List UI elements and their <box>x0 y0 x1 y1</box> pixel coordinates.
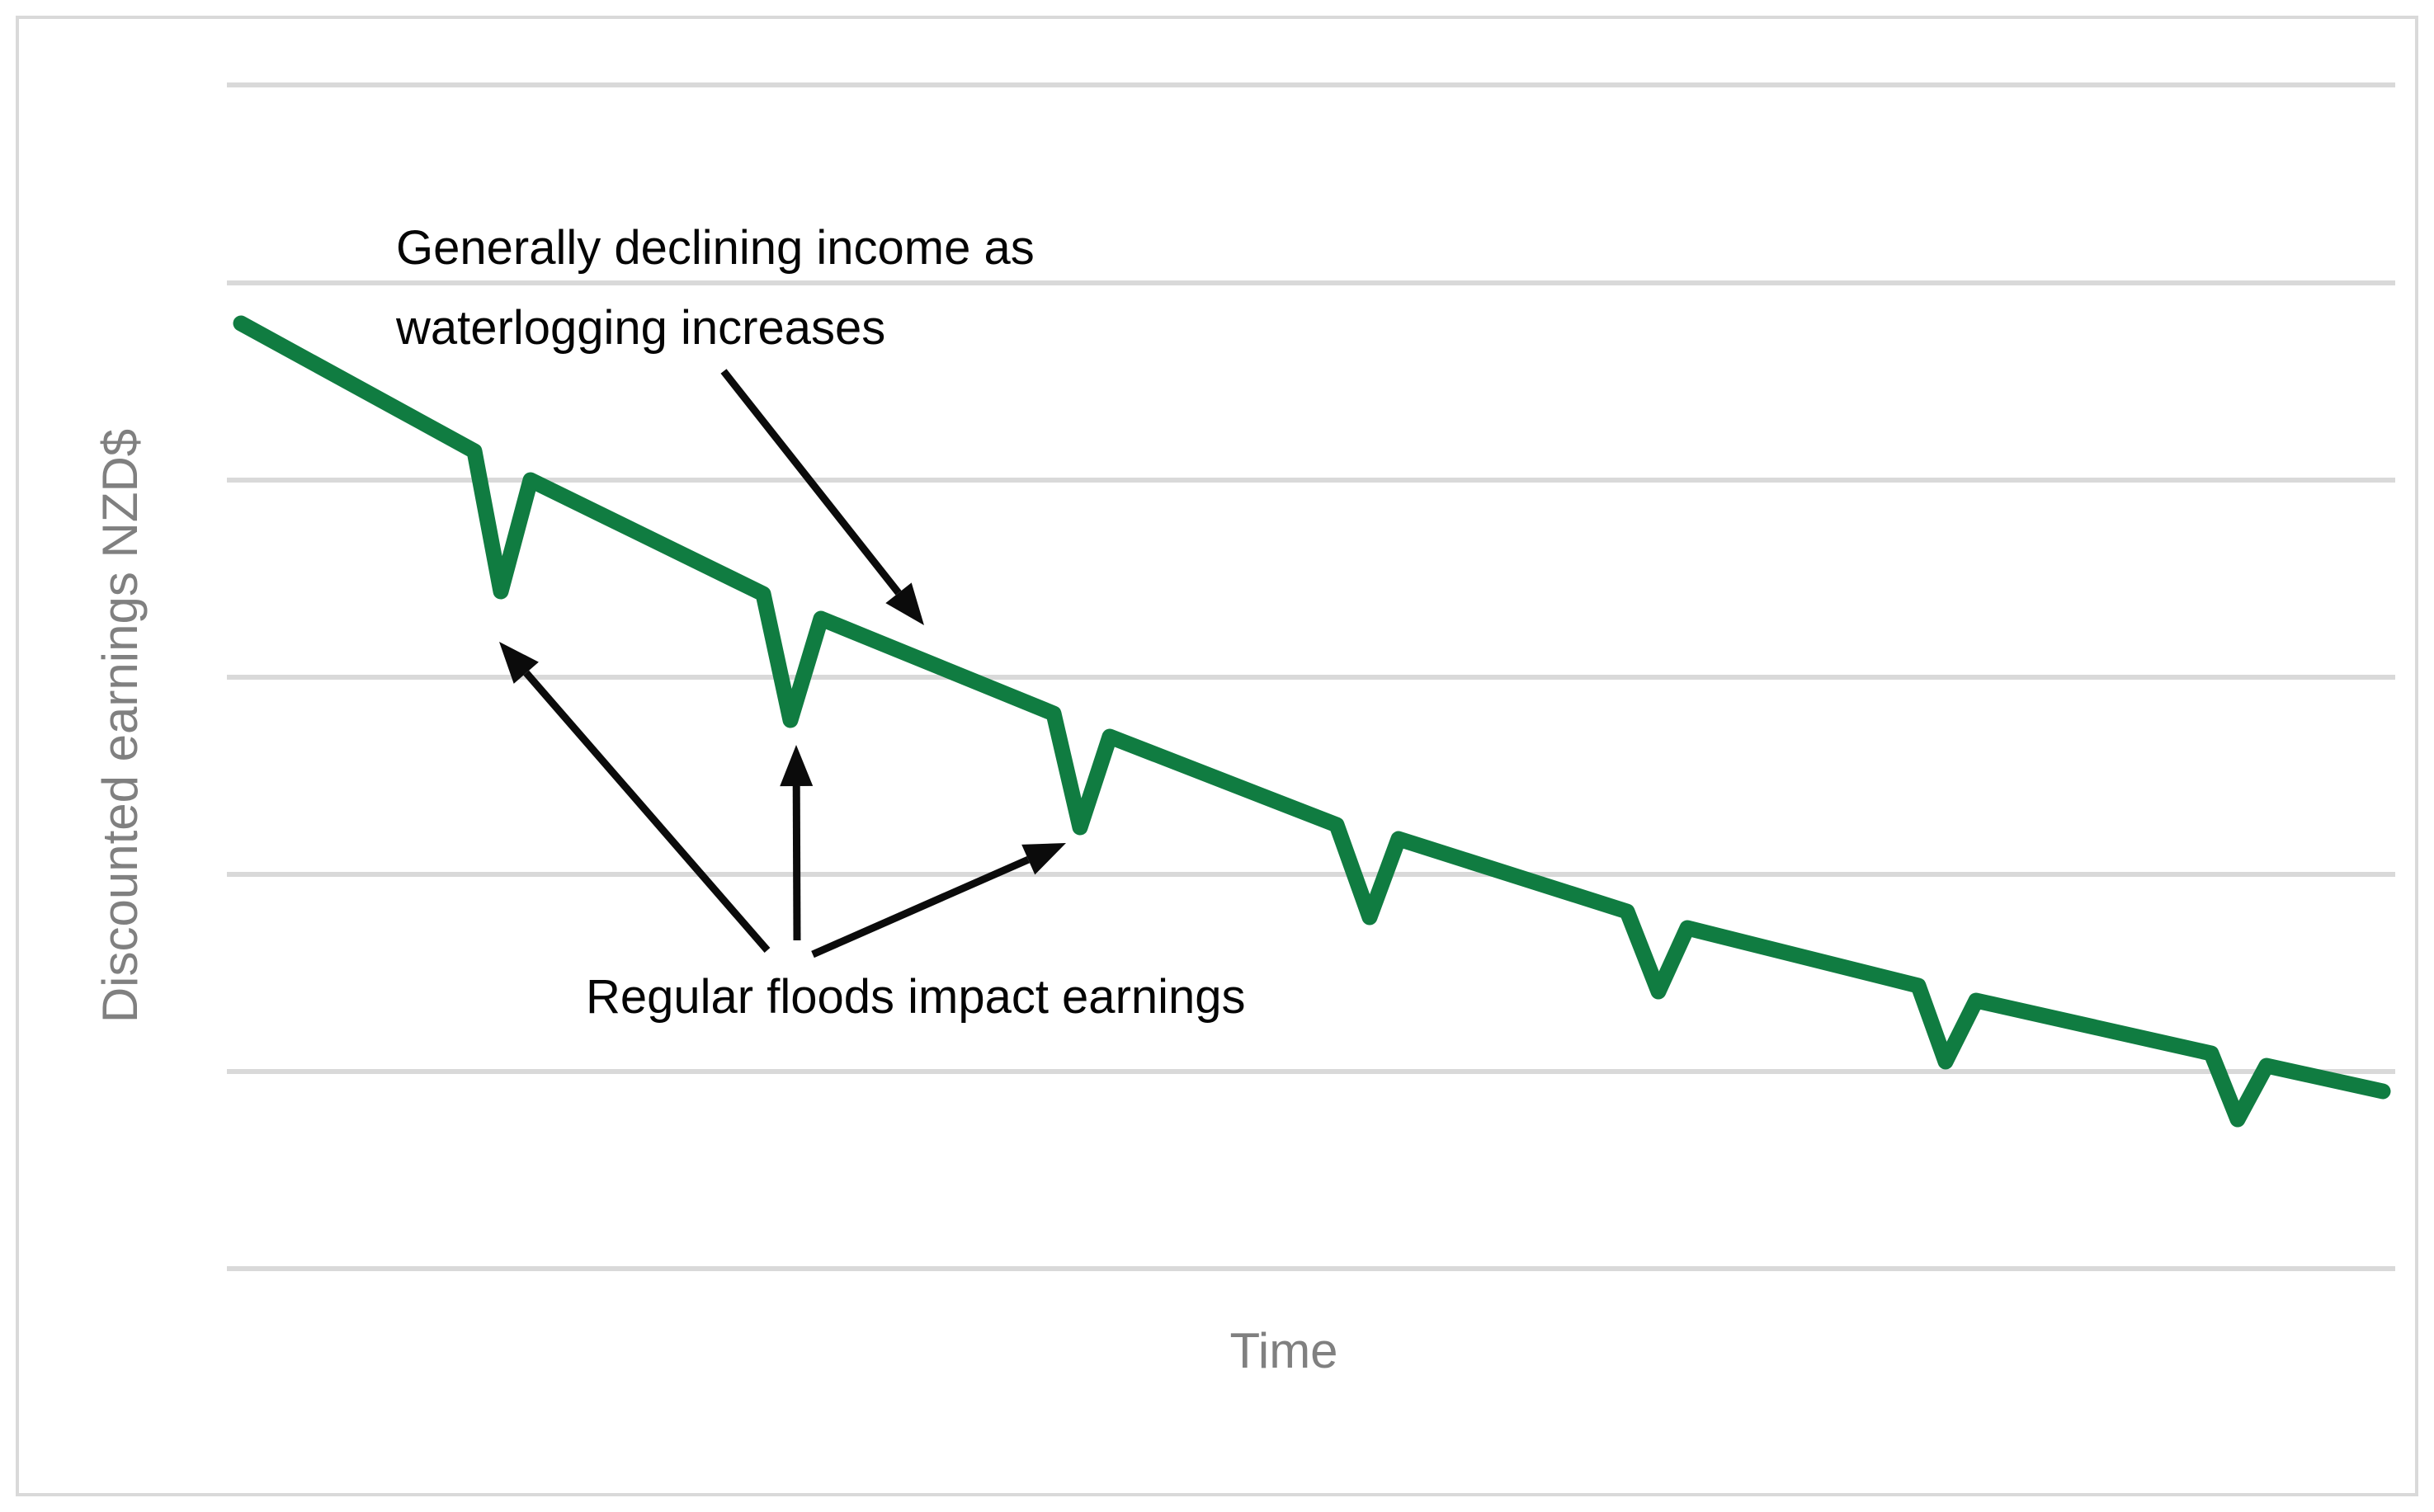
annotation-floods: Regular floods impact earnings <box>586 970 1246 1024</box>
annotation-arrow-head <box>780 745 814 787</box>
annotation-arrow-shaft <box>811 856 1031 959</box>
annotation-arrow-shaft <box>792 785 801 941</box>
annotation-arrow-shaft <box>523 670 771 953</box>
annotation-declining-line2: waterlogging increases <box>395 301 885 355</box>
annotation-arrow-head <box>1021 843 1066 875</box>
annotation-declining-line1: Generally declining income as <box>396 221 1035 275</box>
x-axis-title: Time <box>1229 1323 1337 1378</box>
earnings-line <box>233 315 2391 1128</box>
gridlines <box>227 82 2395 1271</box>
annotation-arrow-head <box>499 642 539 684</box>
annotation-arrow-head <box>885 582 924 625</box>
chart-border <box>16 16 2418 1496</box>
annotation-arrow-shaft <box>720 369 902 596</box>
earnings-line-group <box>233 315 2391 1128</box>
y-axis-title: Discounted earnings NZD$ <box>92 429 148 1023</box>
annotation-arrows <box>499 369 1066 959</box>
